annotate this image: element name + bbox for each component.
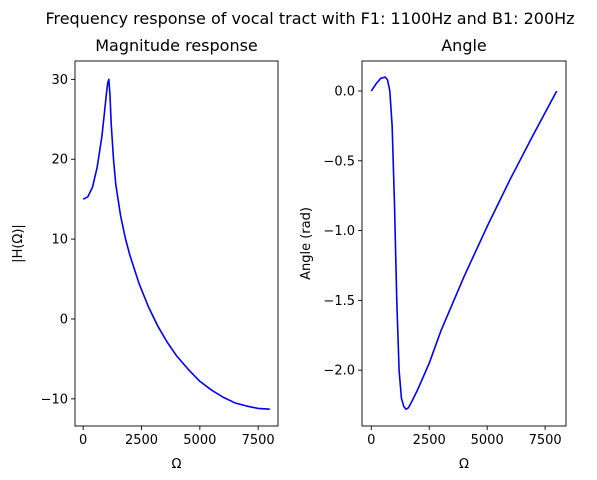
angle-plot: Angle 0 2500 5000 7500 −2.0 −1.5 −1.0 −0.5 0.0 Ω An…	[299, 36, 567, 472]
y-axis-label: |H(Ω)|	[11, 224, 26, 263]
y-tick-label: 10	[51, 233, 68, 248]
y-axis-label: Angle (rad)	[299, 207, 314, 280]
x-axis-label: Ω	[172, 457, 182, 472]
y-tick-label: 20	[51, 153, 68, 168]
x-axis-label: Ω	[459, 457, 469, 472]
magnitude-response-plot: Magnitude response 0 2500 5000 7500 −10 0 10 20 3…	[11, 36, 279, 472]
x-tick-label: 7500	[529, 433, 562, 448]
x-tick-label: 5000	[183, 433, 216, 448]
y-tick-label: −2.0	[323, 364, 355, 379]
series-line	[82, 78, 270, 411]
y-tick-label: −1.5	[323, 294, 355, 309]
x-tick-label: 7500	[242, 433, 275, 448]
x-tick-label: 0	[367, 433, 375, 448]
plot-title: Magnitude response	[95, 36, 258, 55]
x-tick-label: 2500	[125, 433, 158, 448]
x-tick-label: 0	[79, 433, 87, 448]
x-tick-label: 2500	[413, 433, 446, 448]
y-tick-label: 0	[60, 312, 68, 327]
plot-title: Angle	[441, 36, 487, 55]
y-tick-label: 30	[51, 73, 68, 88]
figure-title: Frequency response of vocal tract with F…	[45, 9, 574, 28]
y-tick-label: 0.0	[334, 85, 355, 100]
y-tick-label: −10	[41, 392, 68, 407]
axes-frame	[361, 60, 567, 427]
axes-frame	[74, 60, 279, 427]
y-tick-label: −0.5	[323, 154, 355, 169]
y-tick-label: −1.0	[323, 224, 355, 239]
x-tick-label: 5000	[471, 433, 504, 448]
series-line	[370, 76, 558, 411]
